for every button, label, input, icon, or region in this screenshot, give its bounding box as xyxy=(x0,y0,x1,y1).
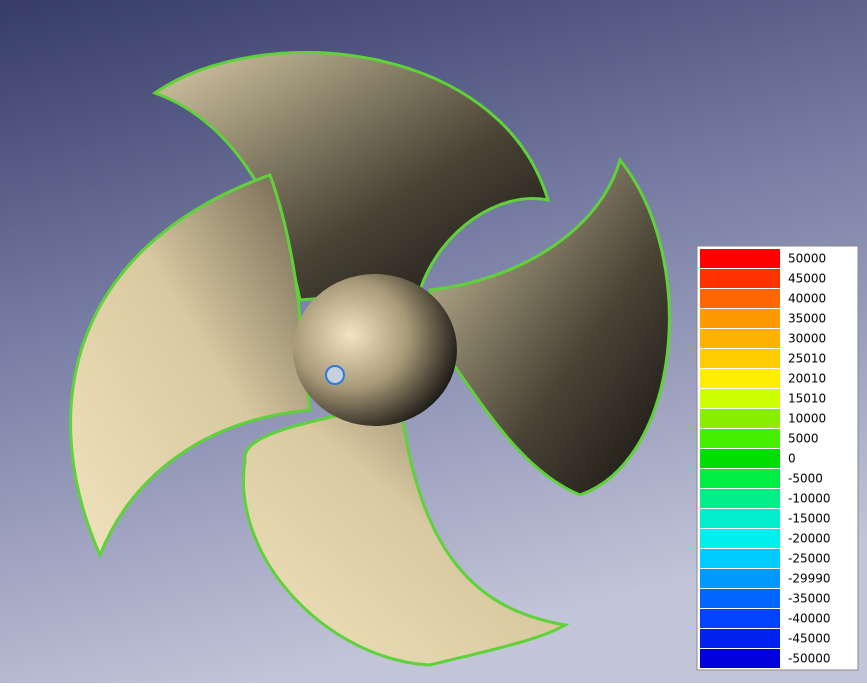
legend-label: -20000 xyxy=(788,532,831,546)
legend-label: -35000 xyxy=(788,592,831,606)
legend-label: 35000 xyxy=(788,312,826,326)
legend-label: 30000 xyxy=(788,332,826,346)
legend-label: -10000 xyxy=(788,492,831,506)
hub-tip xyxy=(326,366,344,384)
legend-label: -50000 xyxy=(788,652,831,666)
legend-swatch xyxy=(700,649,780,668)
legend: 5000045000400003500030000250102001015010… xyxy=(697,246,858,670)
legend-label: 45000 xyxy=(788,272,826,286)
legend-label: -5000 xyxy=(788,472,823,486)
legend-swatch xyxy=(700,609,780,628)
legend-swatch xyxy=(700,529,780,548)
legend-label: 15010 xyxy=(788,392,826,406)
legend-label: -29990 xyxy=(788,572,831,586)
legend-label: 0 xyxy=(788,452,796,466)
legend-swatch xyxy=(700,549,780,568)
legend-swatch xyxy=(700,269,780,288)
legend-label: -40000 xyxy=(788,612,831,626)
legend-label: -25000 xyxy=(788,552,831,566)
legend-swatch xyxy=(700,629,780,648)
legend-swatch xyxy=(700,569,780,588)
legend-swatch xyxy=(700,589,780,608)
legend-label: 10000 xyxy=(788,412,826,426)
legend-label: 50000 xyxy=(788,252,826,266)
legend-swatch xyxy=(700,249,780,268)
legend-swatch xyxy=(700,509,780,528)
hub xyxy=(293,274,457,426)
legend-label: 5000 xyxy=(788,432,819,446)
legend-swatch xyxy=(700,329,780,348)
legend-swatch xyxy=(700,349,780,368)
legend-swatch xyxy=(700,409,780,428)
viewport: 5000045000400003500030000250102001015010… xyxy=(0,0,867,683)
legend-swatch xyxy=(700,469,780,488)
legend-swatch xyxy=(700,369,780,388)
legend-swatch xyxy=(700,429,780,448)
legend-label: 20010 xyxy=(788,372,826,386)
legend-swatch xyxy=(700,309,780,328)
legend-swatch xyxy=(700,449,780,468)
legend-label: -45000 xyxy=(788,632,831,646)
legend-swatch xyxy=(700,289,780,308)
legend-label: 40000 xyxy=(788,292,826,306)
page: 5000045000400003500030000250102001015010… xyxy=(0,0,867,683)
legend-swatch xyxy=(700,389,780,408)
legend-label: -15000 xyxy=(788,512,831,526)
legend-swatch xyxy=(700,489,780,508)
legend-label: 25010 xyxy=(788,352,826,366)
